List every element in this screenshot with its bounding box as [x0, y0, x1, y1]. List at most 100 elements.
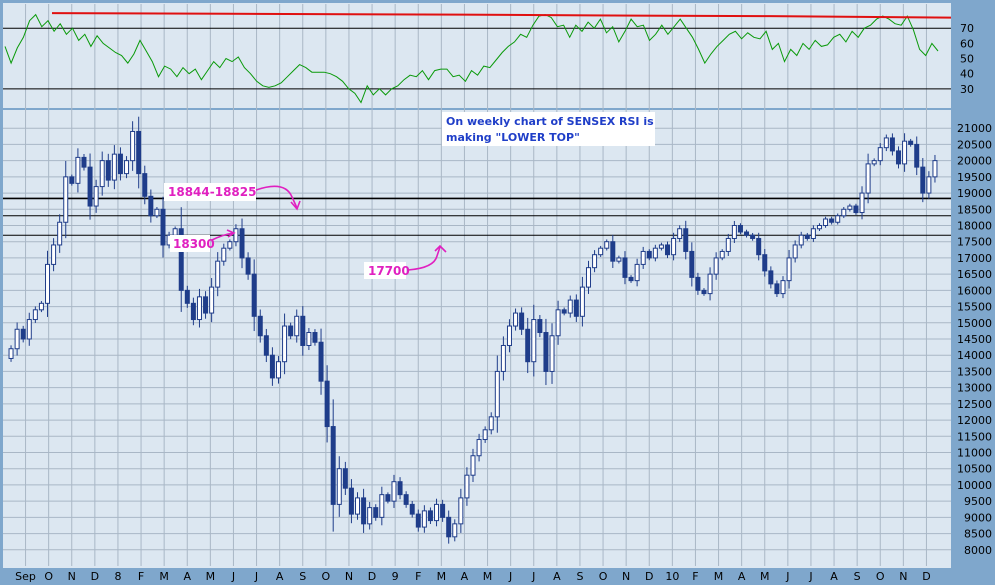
candle: [701, 288, 707, 296]
x-tick-label: A: [183, 570, 191, 583]
candle-body-up: [926, 176, 932, 194]
x-tick-label: M: [206, 570, 216, 583]
candle: [519, 307, 525, 335]
candle: [780, 276, 786, 299]
candle-body-down: [81, 156, 87, 168]
candle: [713, 252, 719, 280]
candle-body-up: [671, 237, 677, 256]
candle: [750, 232, 756, 241]
candle-body-down: [573, 299, 579, 317]
candle: [300, 306, 306, 356]
candle: [476, 433, 482, 462]
candle-body-up: [816, 225, 822, 230]
candle: [427, 507, 433, 525]
candle: [756, 232, 762, 261]
candle-body-down: [288, 325, 294, 337]
candle: [725, 233, 731, 256]
x-tick-label: A: [276, 570, 284, 583]
candle: [51, 238, 57, 272]
candle-body-up: [8, 348, 14, 359]
y-tick-label: 17000: [957, 252, 992, 265]
x-tick-label: M: [483, 570, 493, 583]
candle: [148, 189, 154, 223]
candle-body-up: [355, 497, 361, 515]
x-tick-label: D: [645, 570, 653, 583]
x-tick-label: N: [622, 570, 630, 583]
price-layer: [3, 116, 951, 544]
candle: [275, 356, 281, 384]
candle: [348, 479, 354, 524]
candle-body-up: [14, 328, 20, 350]
candle-body-up: [598, 247, 604, 256]
candle-body-down: [403, 494, 409, 505]
x-tick-label: J: [254, 570, 258, 583]
candle: [537, 315, 543, 338]
candle-body-up: [111, 153, 117, 181]
candle: [932, 154, 938, 183]
candle-body-up: [93, 186, 99, 207]
candle: [342, 461, 348, 495]
candle-body-up: [45, 263, 51, 304]
candle-body-up: [592, 254, 598, 269]
candle: [452, 519, 458, 542]
candle: [32, 306, 38, 323]
candle: [69, 174, 75, 186]
candle-body-up: [902, 140, 908, 165]
candle: [190, 297, 196, 326]
candle: [434, 498, 440, 527]
candle-body-up: [470, 455, 476, 476]
candle: [184, 285, 190, 308]
candle: [221, 243, 227, 266]
candle-body-down: [525, 328, 531, 363]
candle: [567, 295, 573, 318]
candle: [355, 492, 361, 520]
candle-body-up: [847, 205, 853, 210]
y-tick-label: 10000: [957, 479, 992, 492]
candle: [889, 133, 895, 156]
candle-body-down: [148, 195, 154, 217]
candle: [294, 309, 300, 343]
y-tick-label: 12000: [957, 414, 992, 427]
candle: [470, 448, 476, 483]
candle: [719, 249, 725, 261]
candle: [762, 249, 768, 277]
candle: [215, 252, 221, 297]
candle: [14, 322, 20, 356]
candle: [908, 138, 914, 147]
candle-body-down: [203, 296, 209, 314]
y-tick-label: 8500: [964, 528, 992, 541]
candle-body-up: [482, 429, 488, 441]
candle-body-down: [409, 503, 415, 515]
y-tick-label: 18500: [957, 203, 992, 216]
candle-body-down: [184, 289, 190, 304]
candle: [269, 347, 275, 386]
candle-body-up: [531, 319, 537, 363]
y-tick-label: 13000: [957, 382, 992, 395]
candle-body-up: [233, 228, 239, 243]
candle-body-down: [914, 143, 920, 168]
candle: [93, 179, 99, 213]
candle: [513, 308, 519, 331]
candle-body-up: [51, 244, 57, 265]
candle-body-up: [865, 163, 871, 194]
candle: [154, 207, 160, 219]
candle-body-down: [263, 335, 269, 356]
candle-body-up: [731, 225, 737, 239]
candle-body-up: [215, 260, 221, 288]
candle: [136, 116, 142, 189]
candle-body-down: [762, 254, 768, 272]
candle: [658, 242, 664, 251]
candle: [847, 203, 853, 212]
candle-body-up: [458, 497, 464, 525]
candle: [38, 301, 44, 313]
x-tick-label: M: [714, 570, 724, 583]
candle-body-down: [385, 494, 391, 502]
x-tick-label: J: [508, 570, 512, 583]
rsi-tick-label: 30: [960, 83, 974, 96]
y-tick-label: 11500: [957, 430, 992, 443]
candle: [744, 229, 750, 238]
candle: [87, 153, 93, 220]
candle-body-up: [294, 315, 300, 337]
candle-body-up: [172, 228, 178, 236]
candle: [160, 196, 166, 258]
